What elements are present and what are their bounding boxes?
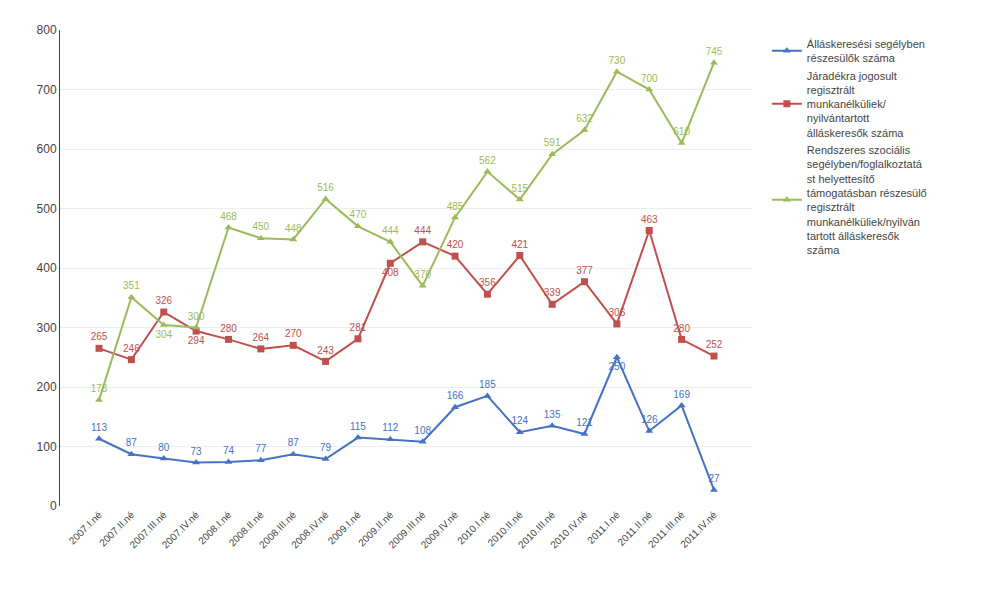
svg-text:485: 485 (447, 201, 464, 212)
svg-text:121: 121 (576, 417, 593, 428)
svg-text:306: 306 (609, 307, 626, 318)
svg-text:2007.III.né: 2007.III.né (128, 509, 170, 551)
svg-text:270: 270 (285, 328, 302, 339)
svg-text:356: 356 (479, 277, 496, 288)
svg-text:2007.I.né: 2007.I.né (67, 509, 105, 547)
svg-text:252: 252 (706, 339, 723, 350)
svg-text:281: 281 (350, 322, 367, 333)
svg-text:2009.II.né: 2009.II.né (356, 509, 396, 549)
svg-text:591: 591 (544, 137, 561, 148)
svg-text:2010.II.né: 2010.II.né (485, 509, 525, 549)
svg-text:2010.III.né: 2010.III.né (516, 509, 558, 551)
svg-text:408: 408 (382, 267, 399, 278)
svg-text:124: 124 (511, 415, 528, 426)
svg-text:Rendszeres szociálissegélyben/: Rendszeres szociálissegélyben/foglalkozt… (807, 144, 927, 256)
svg-text:27: 27 (708, 473, 720, 484)
svg-text:2010.I.né: 2010.I.né (455, 509, 493, 547)
svg-text:730: 730 (609, 55, 626, 66)
svg-text:2011.IV.né: 2011.IV.né (678, 509, 719, 550)
svg-text:448: 448 (285, 223, 302, 234)
svg-text:280: 280 (220, 323, 237, 334)
svg-text:74: 74 (223, 445, 235, 456)
svg-text:370: 370 (414, 269, 431, 280)
svg-text:Álláskeresési segélybenrészesü: Álláskeresési segélybenrészesülők száma (807, 38, 925, 64)
svg-text:87: 87 (126, 437, 138, 448)
svg-text:300: 300 (37, 321, 57, 335)
svg-text:79: 79 (320, 442, 332, 453)
svg-text:2010.IV.né: 2010.IV.né (548, 509, 590, 551)
svg-text:420: 420 (447, 239, 464, 250)
svg-text:463: 463 (641, 214, 658, 225)
svg-text:112: 112 (382, 422, 398, 433)
svg-text:515: 515 (511, 183, 528, 194)
svg-text:77: 77 (255, 443, 267, 454)
svg-text:351: 351 (123, 280, 140, 291)
svg-text:250: 250 (609, 361, 626, 372)
svg-text:126: 126 (641, 414, 658, 425)
svg-text:2009.IV.né: 2009.IV.né (419, 509, 461, 551)
svg-text:444: 444 (382, 225, 399, 236)
svg-text:185: 185 (479, 379, 496, 390)
svg-text:2008.III.né: 2008.III.né (257, 509, 299, 551)
svg-text:0: 0 (50, 499, 57, 513)
svg-text:135: 135 (544, 409, 561, 420)
svg-text:300: 300 (188, 311, 205, 322)
svg-text:80: 80 (158, 442, 170, 453)
svg-text:450: 450 (253, 221, 270, 232)
svg-text:600: 600 (37, 142, 57, 156)
svg-text:745: 745 (706, 46, 723, 57)
svg-text:2011.III.né: 2011.III.né (646, 509, 687, 550)
svg-text:169: 169 (673, 389, 690, 400)
svg-text:294: 294 (188, 335, 205, 346)
svg-text:108: 108 (414, 425, 431, 436)
svg-text:243: 243 (317, 345, 334, 356)
svg-text:115: 115 (350, 421, 366, 432)
svg-text:700: 700 (641, 73, 658, 84)
svg-text:265: 265 (91, 331, 108, 342)
svg-text:562: 562 (479, 155, 496, 166)
svg-text:2007.II.né: 2007.II.né (97, 509, 137, 549)
svg-text:178: 178 (91, 383, 108, 394)
svg-text:2008.IV.né: 2008.IV.né (289, 509, 331, 551)
svg-text:516: 516 (317, 182, 334, 193)
svg-text:2009.I.né: 2009.I.né (326, 509, 364, 547)
svg-text:339: 339 (544, 287, 561, 298)
svg-text:400: 400 (37, 261, 57, 275)
svg-text:2008.I.né: 2008.I.né (196, 509, 234, 547)
svg-text:100: 100 (37, 440, 57, 454)
svg-text:200: 200 (37, 380, 57, 394)
svg-text:610: 610 (673, 126, 690, 137)
svg-text:264: 264 (253, 332, 270, 343)
svg-text:326: 326 (155, 295, 172, 306)
svg-text:700: 700 (37, 83, 57, 97)
svg-text:280: 280 (673, 323, 690, 334)
svg-text:Járadékra jogosultregisztráltm: Járadékra jogosultregisztráltmunkanélkül… (807, 70, 904, 139)
svg-text:73: 73 (191, 446, 203, 457)
svg-text:444: 444 (414, 225, 431, 236)
svg-text:500: 500 (37, 202, 57, 216)
svg-text:304: 304 (155, 329, 172, 340)
svg-text:2009.III.né: 2009.III.né (386, 509, 428, 551)
svg-text:113: 113 (91, 422, 107, 433)
svg-text:421: 421 (511, 239, 528, 250)
svg-text:246: 246 (123, 343, 140, 354)
svg-text:2008.II.né: 2008.II.né (227, 509, 267, 549)
svg-text:468: 468 (220, 211, 237, 222)
svg-text:632: 632 (576, 113, 593, 124)
svg-text:470: 470 (350, 209, 367, 220)
svg-text:377: 377 (576, 265, 593, 276)
svg-text:800: 800 (37, 23, 57, 37)
svg-text:2011.II.né: 2011.II.né (615, 509, 654, 548)
svg-text:87: 87 (288, 437, 300, 448)
svg-text:2011.I.né: 2011.I.né (585, 509, 622, 546)
svg-text:166: 166 (447, 390, 464, 401)
svg-text:2007.IV.né: 2007.IV.né (160, 509, 202, 551)
